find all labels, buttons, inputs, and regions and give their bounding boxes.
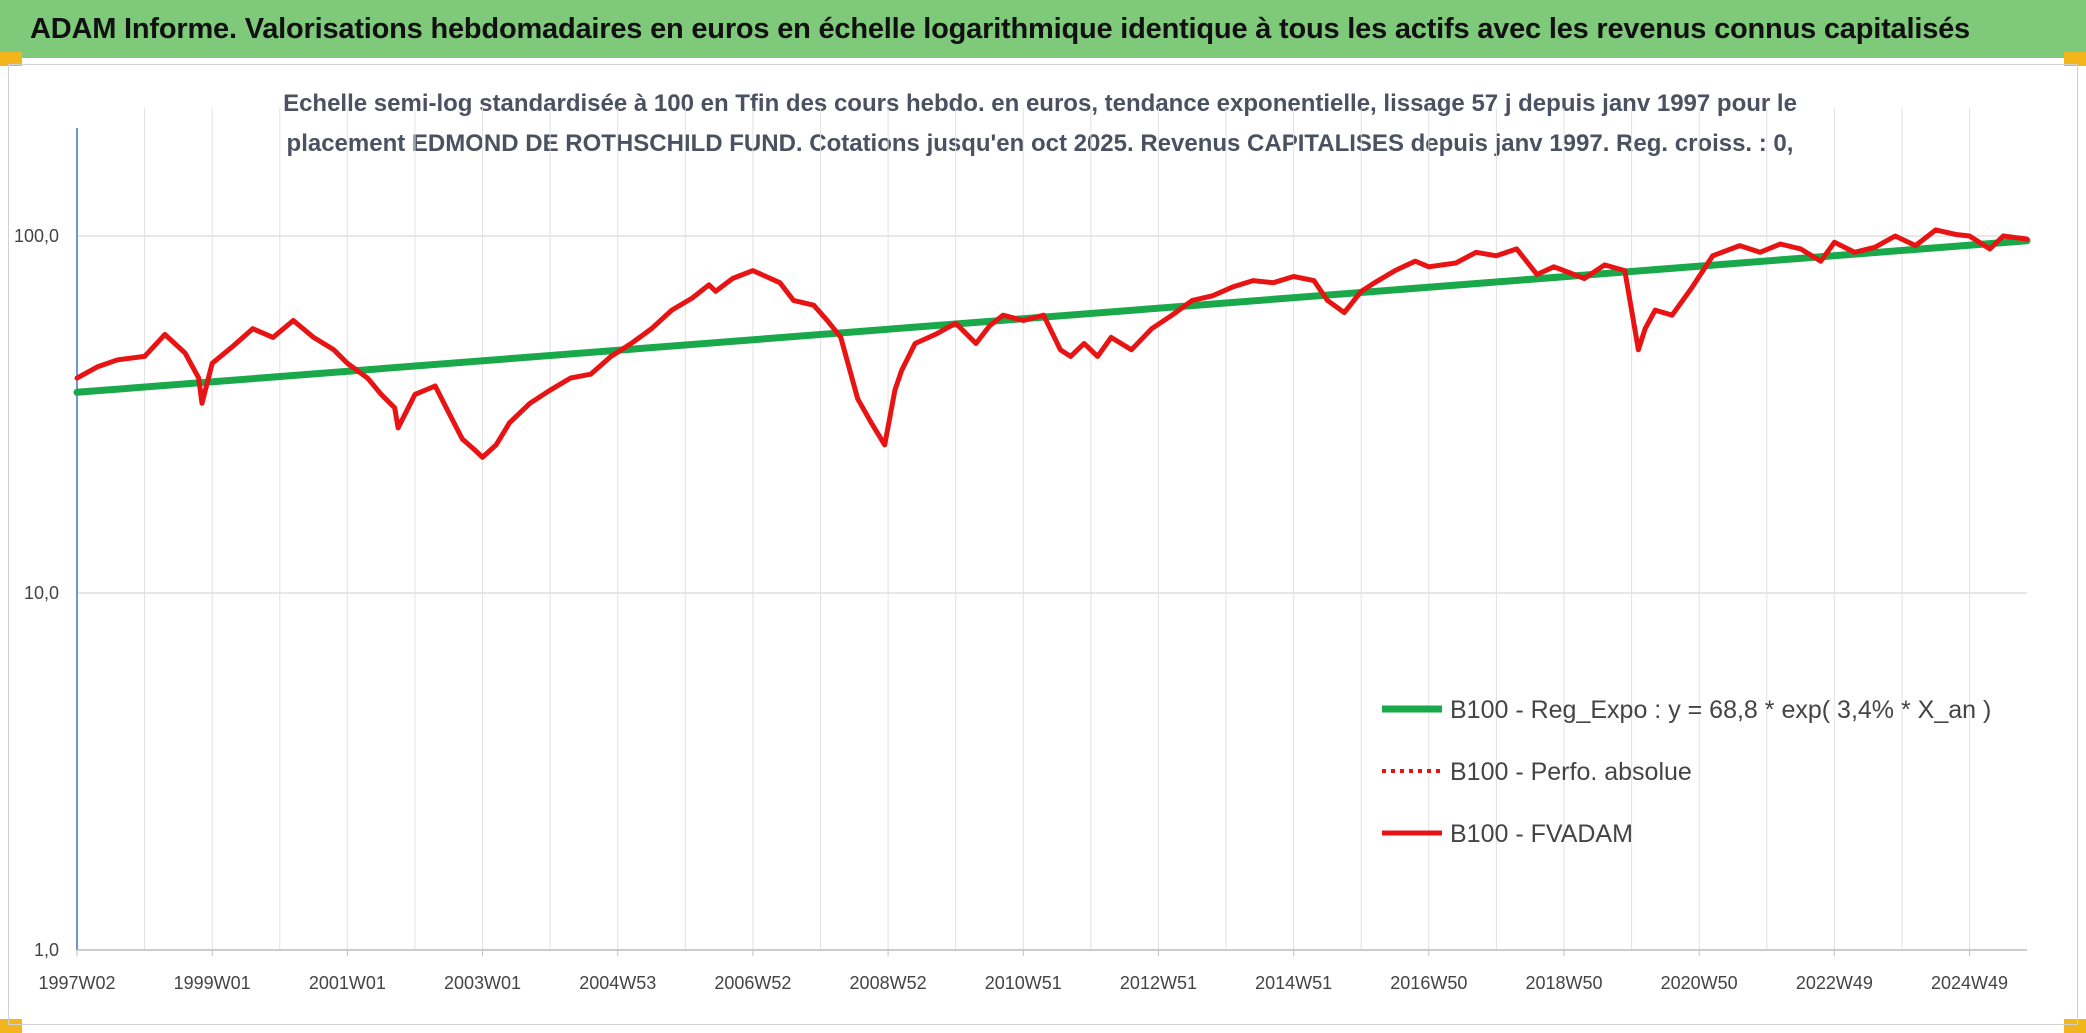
header-banner: ADAM Informe. Valorisations hebdomadaire… <box>0 0 2086 58</box>
y-tick-label: 1,0 <box>34 940 59 960</box>
legend-label: B100 - Perfo. absolue <box>1450 758 1692 786</box>
trend-line <box>73 237 2031 396</box>
axes <box>76 128 2027 956</box>
x-tick-label: 2024W49 <box>1931 973 2008 993</box>
x-tick-label: 2008W52 <box>850 973 927 993</box>
x-tick-label: 2003W01 <box>444 973 521 993</box>
legend-label: B100 - Reg_Expo : y = 68,8 * exp( 3,4% *… <box>1450 696 1991 724</box>
x-tick-label: 2001W01 <box>309 973 386 993</box>
x-tick-label: 1999W01 <box>174 973 251 993</box>
report-title: ADAM Informe. Valorisations hebdomadaire… <box>30 13 1970 45</box>
y-tick-labels: 1,0 10,0 100,0 <box>14 226 59 960</box>
corner-marker-left <box>0 52 22 66</box>
x-tick-label: 2014W51 <box>1255 973 1332 993</box>
corner-marker-bottom-right <box>2064 1019 2086 1033</box>
x-tick-label: 2012W51 <box>1120 973 1197 993</box>
series-lines <box>73 227 2031 460</box>
corner-marker-right <box>2064 52 2086 66</box>
x-tick-label: 2016W50 <box>1390 973 1467 993</box>
x-tick-label: 2006W52 <box>714 973 791 993</box>
y-tick-label: 100,0 <box>14 226 59 246</box>
legend-label: B100 - FVADAM <box>1450 820 1633 848</box>
chart-frame <box>8 64 2078 1025</box>
y-tick-label: 10,0 <box>24 583 59 603</box>
chart-title: Echelle semi-log standardisée à 100 en T… <box>283 90 1797 157</box>
x-tick-label: 2018W50 <box>1525 973 1602 993</box>
x-tick-label: 1997W02 <box>38 973 115 993</box>
legend: B100 - Reg_Expo : y = 68,8 * exp( 3,4% *… <box>1382 696 1991 848</box>
x-tick-label: 2010W51 <box>985 973 1062 993</box>
x-tick-labels: 1997W02 1999W01 2001W01 2003W01 2004W53 2006W… <box>38 973 2008 993</box>
price-line <box>74 227 2030 460</box>
corner-marker-bottom-left <box>0 1019 22 1033</box>
grid-lines <box>77 108 2027 951</box>
x-tick-label: 2004W53 <box>579 973 656 993</box>
x-tick-label: 2022W49 <box>1796 973 1873 993</box>
x-tick-label: 2020W50 <box>1661 973 1738 993</box>
